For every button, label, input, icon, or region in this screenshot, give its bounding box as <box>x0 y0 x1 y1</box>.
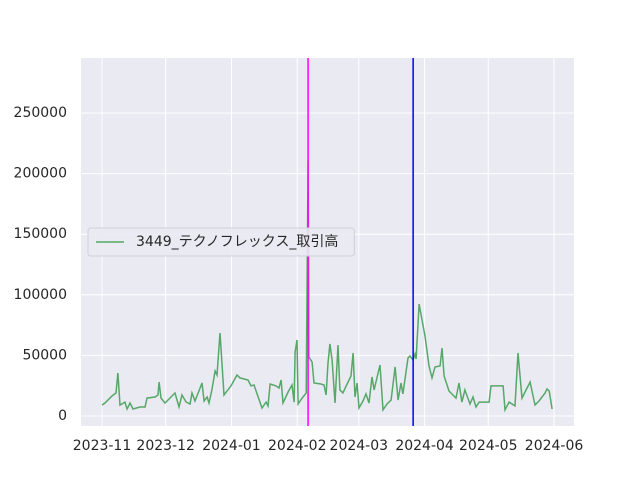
x-tick-label: 2024-05 <box>459 438 518 454</box>
y-tick-label: 200000 <box>14 166 67 182</box>
y-tick-label: 100000 <box>14 287 67 303</box>
x-tick-label: 2024-06 <box>525 438 584 454</box>
legend: 3449_テクノフレックス_取引高 <box>87 227 355 257</box>
legend-label: 3449_テクノフレックス_取引高 <box>136 233 338 250</box>
y-tick-label: 50000 <box>22 347 67 363</box>
y-tick-label: 250000 <box>14 105 67 121</box>
y-tick-label: 0 <box>58 408 67 424</box>
y-tick-label: 150000 <box>14 226 67 242</box>
legend-box <box>87 227 355 257</box>
x-tick-label: 2024-02 <box>268 438 327 454</box>
x-tick-label: 2024-04 <box>395 438 454 454</box>
x-tick-label: 2024-01 <box>202 438 261 454</box>
x-tick-label: 2024-03 <box>330 438 389 454</box>
x-tick-label: 2023-11 <box>73 438 132 454</box>
data-line <box>101 160 553 413</box>
x-tick-label: 2023-12 <box>136 438 195 454</box>
